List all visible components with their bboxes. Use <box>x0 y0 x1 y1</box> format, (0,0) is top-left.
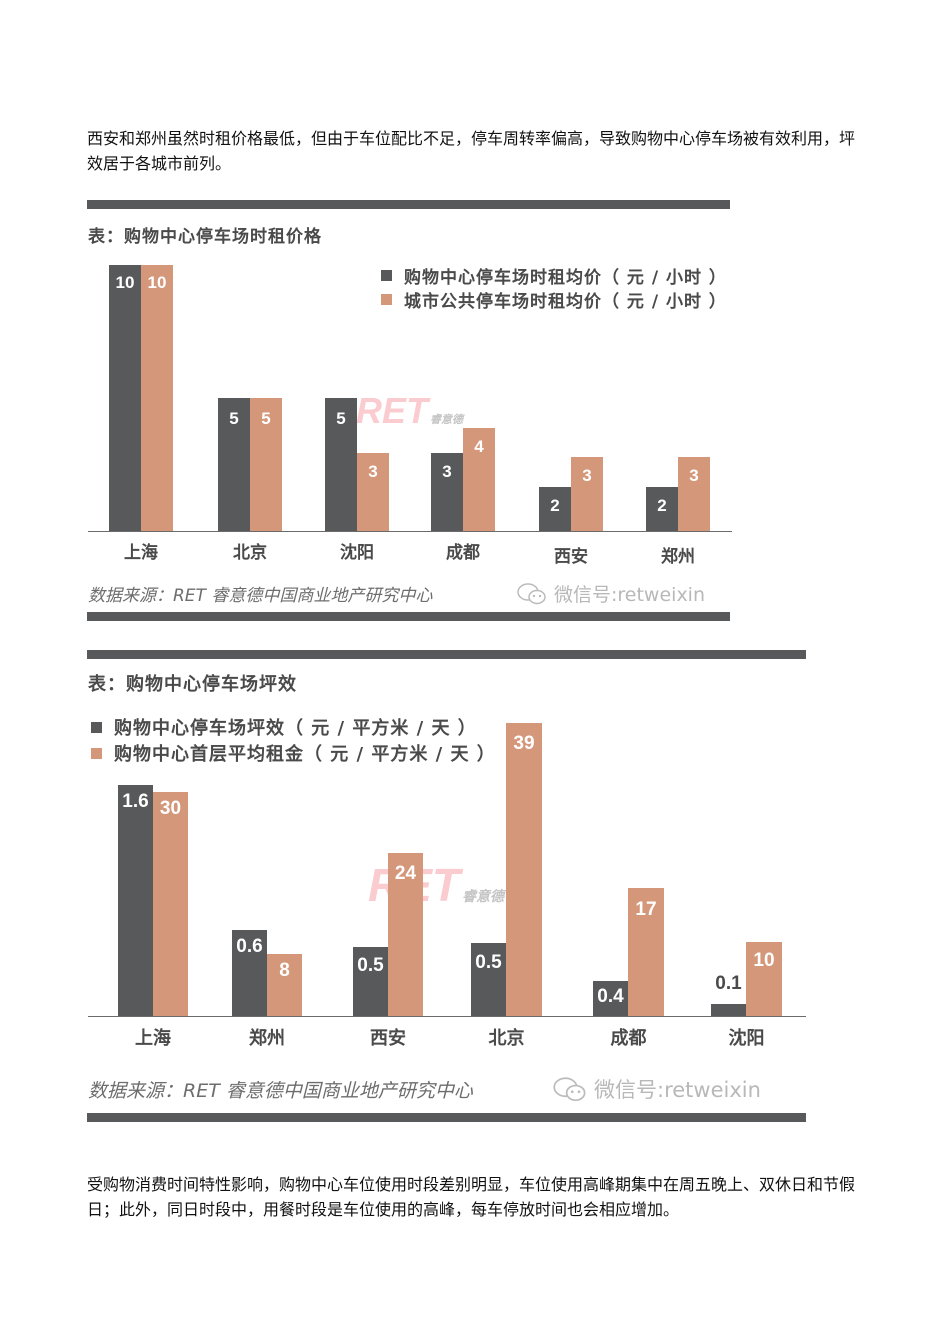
chart2-wechat: 微信号:retweixin <box>552 1074 761 1104</box>
bar-shenyang-public: 3 <box>357 453 389 531</box>
bar-zhengzhou-mall: 2 <box>646 487 678 531</box>
legend-item-public-parking: 城市公共停车场时租均价（ 元 / 小时 ） <box>381 287 727 312</box>
bar-chengdu-public: 4 <box>463 428 495 531</box>
bar-beijing-efficiency: 0.5 <box>471 943 506 1016</box>
legend-label: 购物中心首层平均租金（ 元 / 平方米 / 天 ） <box>114 744 496 765</box>
chart1-x-axis <box>88 531 732 532</box>
bar-zhengzhou-public: 3 <box>678 457 710 531</box>
x-label-xian: 西安 <box>370 1028 406 1049</box>
bar-beijing-public: 5 <box>250 398 282 531</box>
bar-xian-mall: 2 <box>539 487 571 531</box>
bar-beijing-rent: 39 <box>506 723 542 1016</box>
chart1-wechat: 微信号:retweixin <box>516 580 705 607</box>
x-label-shanghai: 上海 <box>124 543 158 563</box>
x-label-chengdu: 成都 <box>610 1028 647 1049</box>
legend-item-mall-parking: 购物中心停车场时租均价（ 元 / 小时 ） <box>381 263 727 288</box>
x-label-shenyang: 沈阳 <box>340 543 374 563</box>
chart2-bottom-rule <box>87 1113 806 1122</box>
x-label-xian: 西安 <box>554 547 588 567</box>
bar-xian-public: 3 <box>571 457 603 531</box>
chart2-x-axis <box>88 1016 806 1017</box>
x-label-zhengzhou: 郑州 <box>249 1028 285 1049</box>
bar-beijing-mall: 5 <box>218 398 250 531</box>
chart1-title: 表：购物中心停车场时租价格 <box>88 227 322 247</box>
chart1-source: 数据来源：RET 睿意德中国商业地产研究中心 <box>88 586 433 606</box>
chart1-top-rule <box>87 200 730 209</box>
legend-swatch-dark <box>91 721 102 733</box>
bar-shenyang-efficiency: 0.1 <box>711 973 746 1016</box>
x-label-shenyang: 沈阳 <box>728 1028 765 1049</box>
wechat-id: 微信号:retweixin <box>554 584 706 606</box>
legend-label: 城市公共停车场时租均价（ 元 / 小时 ） <box>404 291 727 312</box>
bar-zhengzhou-rent: 8 <box>267 954 302 1016</box>
legend-item-parking-efficiency: 购物中心停车场坪效（ 元 / 平方米 / 天 ） <box>91 714 496 740</box>
intro-paragraph: 西安和郑州虽然时租价格最低，但由于车位配比不足，停车周转率偏高，导致购物中心停车… <box>87 129 856 173</box>
chart1-bottom-rule <box>87 612 730 621</box>
wechat-icon <box>553 1076 586 1101</box>
wechat-id: 微信号:retweixin <box>594 1078 761 1102</box>
bar-xian-rent: 24 <box>388 853 423 1016</box>
x-label-zhengzhou: 郑州 <box>661 547 695 567</box>
chart2-top-rule <box>87 650 806 659</box>
x-label-beijing: 北京 <box>233 543 267 563</box>
legend-label: 购物中心停车场时租均价（ 元 / 小时 ） <box>404 267 727 288</box>
bar-shanghai-efficiency: 1.6 <box>118 785 153 1016</box>
bar-chengdu-efficiency: 0.4 <box>593 981 628 1016</box>
bar-shenyang-rent: 10 <box>746 942 782 1016</box>
legend-label: 购物中心停车场坪效（ 元 / 平方米 / 天 ） <box>114 718 477 739</box>
wechat-icon <box>517 582 546 604</box>
chart2-source: 数据来源：RET 睿意德中国商业地产研究中心 <box>88 1080 473 1102</box>
bar-shanghai-public: 10 <box>141 265 173 531</box>
chart2-legend: 购物中心停车场坪效（ 元 / 平方米 / 天 ） 购物中心首层平均租金（ 元 /… <box>91 714 496 766</box>
legend-swatch-light <box>381 293 392 305</box>
legend-item-ground-floor-rent: 购物中心首层平均租金（ 元 / 平方米 / 天 ） <box>91 740 496 766</box>
x-label-chengdu: 成都 <box>446 543 480 563</box>
legend-swatch-light <box>91 747 102 759</box>
chart2-title: 表：购物中心停车场坪效 <box>88 674 297 695</box>
chart1-legend: 购物中心停车场时租均价（ 元 / 小时 ） 城市公共停车场时租均价（ 元 / 小… <box>381 263 727 312</box>
legend-swatch-dark <box>381 269 392 281</box>
bar-shanghai-mall: 10 <box>109 265 141 531</box>
bar-shanghai-rent: 30 <box>153 792 188 1016</box>
bar-shenyang-mall: 5 <box>325 398 357 531</box>
bar-chengdu-mall: 3 <box>431 453 463 531</box>
bar-chengdu-rent: 17 <box>628 888 664 1016</box>
bar-zhengzhou-efficiency: 0.6 <box>232 930 267 1016</box>
x-label-shanghai: 上海 <box>135 1028 171 1049</box>
outro-paragraph: 受购物消费时间特性影响，购物中心车位使用时段差别明显，车位使用高峰期集中在周五晚… <box>87 1175 856 1219</box>
x-label-beijing: 北京 <box>488 1028 525 1049</box>
bar-xian-efficiency: 0.5 <box>353 947 388 1016</box>
